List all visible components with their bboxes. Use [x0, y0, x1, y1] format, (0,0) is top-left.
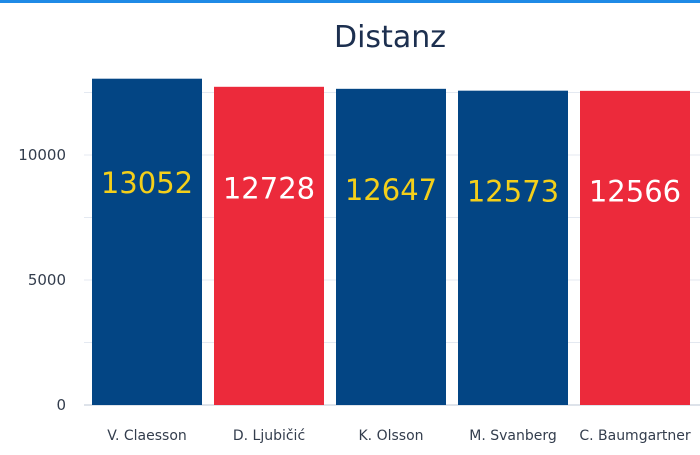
bar-value-label: 12647 — [345, 173, 437, 207]
chart-title: Distanz — [334, 20, 446, 55]
y-axis: 0 5000 10000 — [18, 146, 66, 414]
bar-value-label: 12566 — [589, 174, 681, 208]
bar — [214, 86, 324, 406]
y-tick-label: 5000 — [28, 271, 66, 289]
x-tick-label: V. Claesson — [107, 428, 187, 444]
x-tick-label: M. Svanberg — [469, 428, 557, 444]
label-layer: 13052 12728 12647 12573 12566 — [101, 166, 681, 208]
y-tick-label: 0 — [56, 396, 66, 414]
bar — [458, 90, 568, 406]
y-tick-label: 10000 — [18, 146, 66, 164]
bar-layer — [92, 78, 690, 406]
bar-value-label: 13052 — [101, 166, 193, 200]
top-accent-bar — [0, 0, 700, 3]
bar-value-label: 12573 — [467, 174, 559, 208]
bar — [92, 78, 202, 405]
x-axis: V. Claesson D. Ljubičić K. Olsson M. Svanbe… — [107, 428, 691, 444]
x-tick-label: K. Olsson — [358, 428, 423, 444]
x-tick-label: C. Baumgartner — [579, 428, 691, 444]
bar-value-label: 12728 — [223, 172, 315, 206]
bar — [336, 88, 446, 405]
x-tick-label: D. Ljubičić — [233, 428, 305, 444]
bar — [580, 90, 690, 405]
